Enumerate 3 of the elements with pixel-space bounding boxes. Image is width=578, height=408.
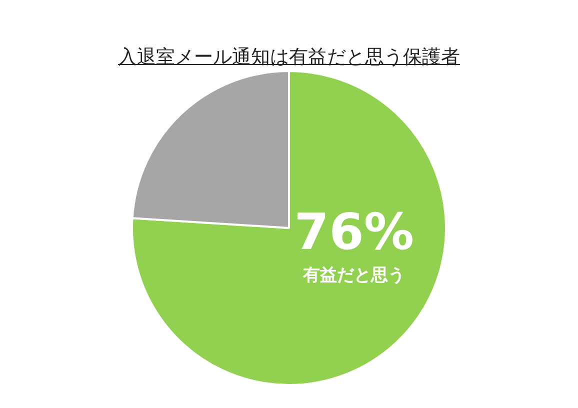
data-label: 76% [294, 203, 414, 262]
chart-title: 入退室メール通知は有益だと思う保護者 [118, 46, 460, 68]
slice-label: 有益だと思う [302, 265, 406, 286]
